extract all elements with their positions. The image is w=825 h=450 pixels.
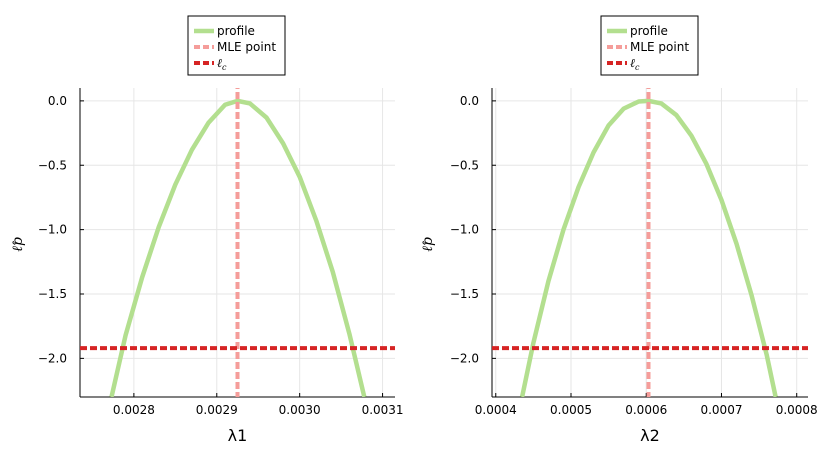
y-tick-label: −1.5 [450,287,479,301]
x-tick-label: 0.0028 [113,403,155,417]
legend-label: MLE point [630,40,689,54]
x-tick-label: 0.0030 [279,403,321,417]
legend: profile MLE point ℓc [600,15,699,76]
plot-area [80,88,395,397]
legend-label: MLE point [217,40,276,54]
series-profile-line [519,98,778,397]
y-tick-label: 0.0 [48,94,67,108]
y-axis-label: ℓ̂p [10,237,26,252]
x-axis-label: λ1 [228,426,248,445]
y-tick-label: −2.0 [450,351,479,365]
legend-label: profile [630,24,668,38]
panel-1: 0.0028 0.0029 0.0030 0.0031 0.0 −0.5 −1.0 −1.5 −… [10,15,404,445]
legend-label: ℓc [217,56,227,72]
y-axis-label: ℓ̂p [420,237,436,252]
x-axis-label: λ2 [640,426,660,445]
y-tick-label: −2.0 [38,351,67,365]
legend-label: ℓc [630,56,640,72]
y-tick-label: −0.5 [38,158,67,172]
plot-area [492,88,808,397]
x-tick-label: 0.0005 [550,403,592,417]
y-tick-label: −1.5 [38,287,67,301]
y-tick-label: 0.0 [460,94,479,108]
x-tick-label: 0.0007 [700,403,742,417]
series-profile-line [109,98,367,397]
x-tick-label: 0.0008 [776,403,818,417]
x-tick-label: 0.0006 [625,403,667,417]
y-tick-label: −1.0 [38,223,67,237]
panel-2: 0.0004 0.0005 0.0006 0.0007 0.0008 0.0 −0.5 −1.… [420,15,818,445]
y-tick-label: −0.5 [450,158,479,172]
legend-label: profile [217,24,255,38]
x-tick-label: 0.0029 [196,403,238,417]
x-tick-label: 0.0031 [362,403,404,417]
y-tick-label: −1.0 [450,223,479,237]
x-tick-label: 0.0004 [475,403,517,417]
legend: profile MLE point ℓc [187,15,286,76]
